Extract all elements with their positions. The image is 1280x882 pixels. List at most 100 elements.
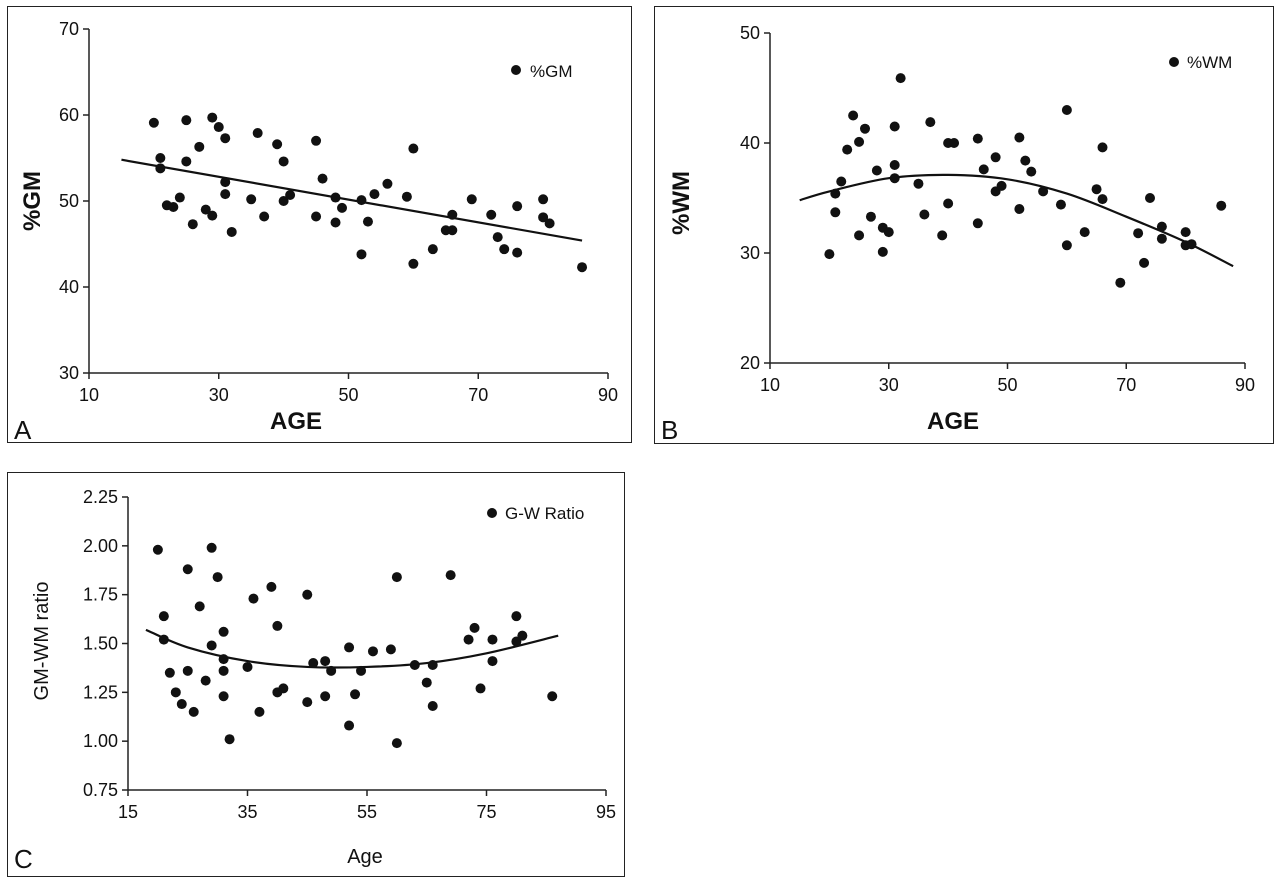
data-point: [447, 209, 458, 220]
data-point: [487, 656, 498, 667]
data-point: [382, 178, 393, 189]
x-tick-label: 95: [596, 802, 616, 822]
y-tick-label: 2.25: [83, 487, 118, 507]
data-point: [391, 572, 402, 583]
data-point: [487, 634, 498, 645]
data-point: [326, 665, 337, 676]
data-point: [854, 136, 865, 147]
data-point: [302, 589, 313, 600]
chart-b-svg: 20 30 40 50 10 30 50 70 90 %WM AGE %WM B: [661, 23, 1255, 445]
data-point: [206, 640, 217, 651]
data-point: [182, 564, 193, 575]
data-point: [1180, 227, 1191, 238]
data-point: [213, 122, 224, 133]
data-point: [350, 689, 361, 700]
data-point: [1038, 186, 1049, 197]
x-tick-label: 35: [237, 802, 257, 822]
data-point: [320, 656, 331, 667]
x-tick-label: 15: [118, 802, 138, 822]
data-point: [860, 123, 870, 134]
x-tick-label: 10: [79, 385, 99, 405]
trend-line: [121, 158, 583, 242]
data-point: [445, 570, 456, 581]
data-point: [158, 634, 169, 645]
data-point: [486, 209, 497, 220]
data-point: [538, 194, 549, 205]
data-point: [155, 163, 166, 174]
legend-label: %GM: [530, 62, 573, 81]
y-tick-label: 50: [59, 191, 79, 211]
y-tick-label: 1.25: [83, 682, 118, 702]
data-point: [577, 262, 588, 273]
data-point: [356, 249, 367, 260]
data-point: [463, 634, 474, 645]
data-point: [320, 691, 331, 702]
y-tick-label: 40: [740, 133, 760, 153]
data-point: [517, 630, 528, 641]
data-point: [919, 209, 930, 220]
x-axis-title: Age: [347, 846, 383, 868]
data-point: [1061, 240, 1072, 251]
y-tick-label: 50: [740, 23, 760, 43]
y-axis-title: GM-WM ratio: [31, 582, 53, 701]
data-point: [1115, 277, 1126, 288]
x-tick-label: 70: [1116, 375, 1136, 395]
data-point: [226, 226, 237, 237]
data-point: [187, 219, 198, 230]
data-point: [218, 654, 229, 665]
data-point: [285, 189, 296, 200]
data-point: [152, 544, 163, 555]
x-axis-title: AGE: [927, 408, 979, 435]
y-axis-title: %WM: [668, 171, 695, 235]
data-point: [427, 244, 438, 255]
data-point: [224, 734, 235, 745]
data-point: [499, 244, 510, 255]
data-point: [842, 144, 853, 155]
trend-line: [799, 173, 1234, 268]
data-point: [836, 176, 847, 187]
data-point: [990, 152, 1001, 163]
data-point: [1216, 200, 1227, 211]
data-point: [512, 247, 523, 258]
data-point: [512, 201, 523, 212]
y-tick-label: 1.00: [83, 731, 118, 751]
y-tick-label: 2.00: [83, 536, 118, 556]
data-point: [871, 165, 882, 176]
data-point: [330, 217, 341, 228]
y-tick-label: 40: [59, 277, 79, 297]
data-point: [344, 642, 355, 653]
data-point: [401, 191, 412, 202]
y-tick-label: 20: [740, 353, 760, 373]
data-point: [1145, 193, 1155, 203]
data-point: [469, 622, 480, 633]
data-point: [889, 121, 900, 132]
data-point: [1091, 184, 1102, 195]
data-point: [511, 611, 522, 622]
data-point: [254, 706, 265, 717]
data-point: [972, 133, 983, 144]
data-point: [188, 706, 199, 717]
x-tick-label: 55: [357, 802, 377, 822]
x-tick-label: 30: [879, 375, 899, 395]
data-point: [362, 216, 373, 227]
data-point: [427, 659, 438, 670]
trend-line: [145, 628, 559, 669]
data-point: [311, 135, 322, 146]
data-point: [937, 230, 948, 241]
data-point: [1026, 166, 1037, 177]
data-point: [1020, 155, 1031, 166]
data-point: [278, 196, 289, 206]
x-axis-title: AGE: [270, 408, 322, 435]
data-point: [311, 211, 322, 222]
y-tick-label: 70: [59, 19, 79, 39]
data-point: [1156, 233, 1167, 244]
data-point: [538, 212, 549, 223]
data-point: [913, 178, 924, 189]
data-point: [302, 697, 313, 708]
x-tick-label: 90: [598, 385, 618, 405]
y-tick-label: 30: [740, 243, 760, 263]
data-point: [176, 699, 187, 710]
data-point: [181, 115, 192, 126]
data-point: [259, 211, 270, 222]
